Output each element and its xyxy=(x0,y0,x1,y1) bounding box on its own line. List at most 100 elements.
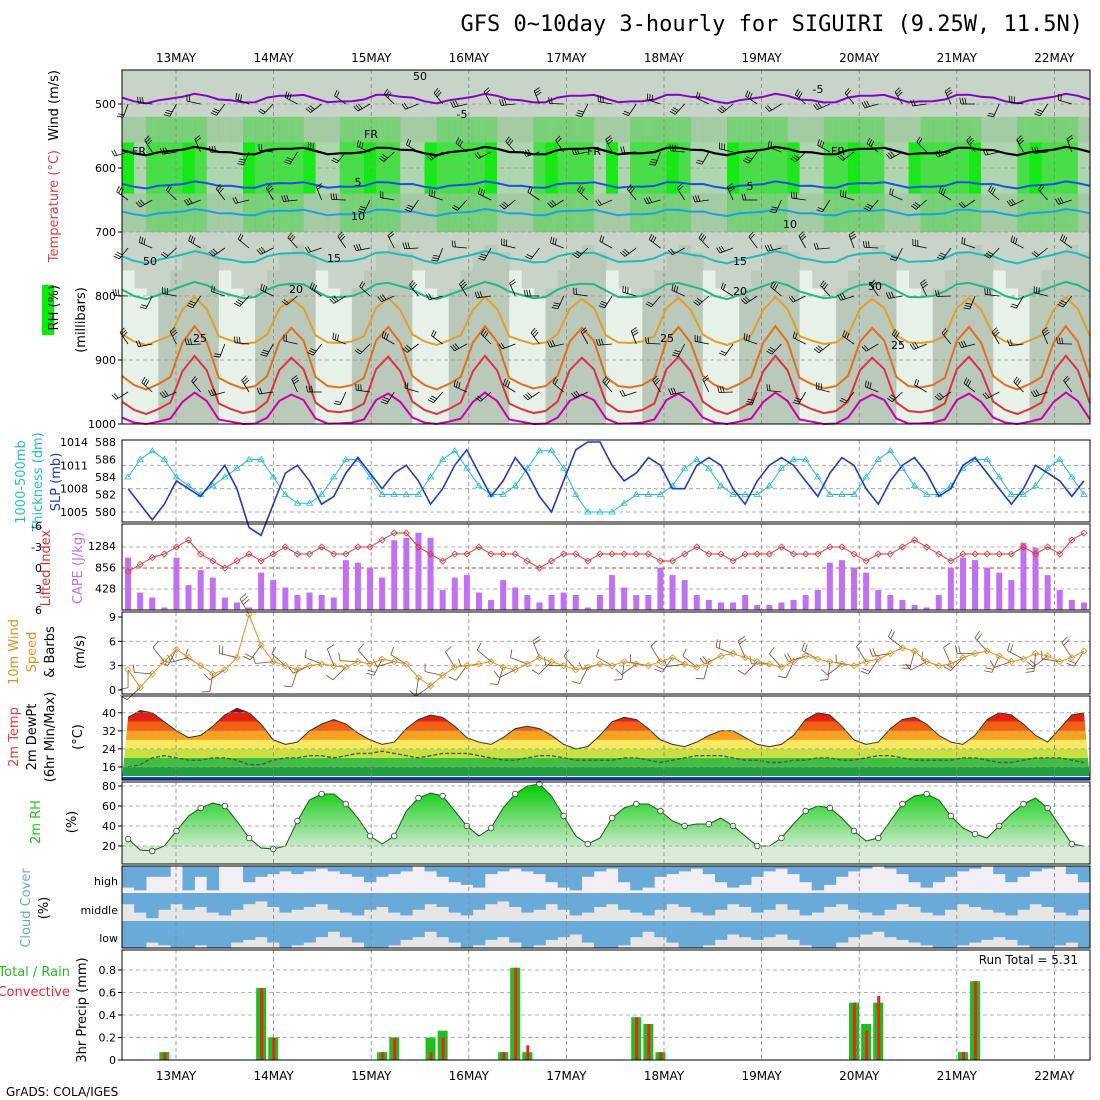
wind10-speed-point xyxy=(475,660,483,668)
wind-barb-flag xyxy=(459,279,465,285)
y-tick-label: 24 xyxy=(102,743,116,756)
wind-barb-flag xyxy=(287,232,292,238)
wind-barb-flag xyxy=(356,348,363,353)
wind-barb-flag xyxy=(886,397,893,403)
wind-barb-flag xyxy=(744,193,747,201)
wind10-speed-point xyxy=(1007,658,1015,666)
wind-barb-flag xyxy=(428,189,431,196)
precip-conv-bar xyxy=(635,1017,639,1060)
wind-barb-flag xyxy=(676,183,683,189)
cloud-bar xyxy=(460,866,474,885)
wind-barb-flag xyxy=(813,348,820,354)
thickness-point xyxy=(1080,490,1088,497)
wind-barb-flag xyxy=(132,664,135,673)
cloud-bar xyxy=(557,866,570,888)
wind-barb-flag xyxy=(403,102,409,109)
wind10-speed-point xyxy=(681,660,689,668)
wind-barb xyxy=(376,661,395,667)
lifted-index-point xyxy=(995,550,1003,558)
wind-barb-flag xyxy=(820,280,825,286)
wind-barb-flag xyxy=(483,87,490,93)
cloud-level-label: middle xyxy=(80,904,118,917)
lifted-index-point xyxy=(209,557,217,565)
wind-barb-flag xyxy=(628,186,634,192)
wind-barb-flag xyxy=(648,233,653,240)
wind-barb-flag xyxy=(1026,667,1035,670)
wind-barb-flag xyxy=(332,157,339,162)
wind-barb-flag xyxy=(850,235,857,240)
wind-barb-flag xyxy=(359,206,367,209)
wind10-speed-point xyxy=(414,674,423,682)
wind-barb-flag xyxy=(699,657,706,665)
cloud-bar xyxy=(642,893,655,916)
cloud-bar xyxy=(400,921,413,940)
profile-wind-label: Wind (m/s) xyxy=(47,70,62,141)
wind-barb-flag xyxy=(505,379,509,387)
wind-barb-flag xyxy=(700,234,705,241)
thickness-point xyxy=(632,490,640,497)
cloud-bar xyxy=(1077,866,1091,883)
cloud-bar xyxy=(291,893,304,910)
wind-barb-flag xyxy=(484,332,489,338)
wind-barb-flag xyxy=(531,669,540,675)
cape-bar xyxy=(463,575,470,610)
wind-barb-flag xyxy=(187,338,190,345)
wind-barb-flag xyxy=(219,187,224,194)
wind-barb-flag xyxy=(1064,236,1068,244)
wind-barb-flag xyxy=(742,160,749,164)
wind-barb-flag xyxy=(670,248,675,254)
cloud-bar xyxy=(194,893,207,907)
wind-barb-flag xyxy=(1006,200,1012,207)
lifted-index-point xyxy=(826,543,834,551)
wind-barb-flag xyxy=(453,380,456,387)
thickness-tick-label: 588 xyxy=(95,436,116,449)
cloud-bar xyxy=(485,893,498,905)
thickness-point xyxy=(1043,464,1052,471)
cloud-bar xyxy=(944,893,958,910)
cloud-bar xyxy=(581,921,595,943)
precip-conv-bar xyxy=(441,1037,445,1060)
thickness-point xyxy=(729,490,737,497)
wind-barb-flag xyxy=(650,161,657,164)
wind-barb-flag xyxy=(412,283,417,290)
lifted-index-point xyxy=(681,550,689,558)
rh-low xyxy=(267,270,280,424)
wind10-speed-point xyxy=(402,660,410,668)
wind10-speed-point xyxy=(269,658,277,666)
lifted-index-point xyxy=(596,550,604,558)
cloud-bar xyxy=(243,893,256,905)
rh-low xyxy=(666,252,680,424)
lifted-index-point xyxy=(814,550,822,558)
thickness-point xyxy=(656,490,665,497)
wind-barb-flag xyxy=(1061,636,1068,643)
cape-label: CAPE (J/kg) xyxy=(71,532,86,604)
thickness-point xyxy=(463,464,471,471)
cape-bar xyxy=(584,607,591,610)
wind-barb-flag xyxy=(605,380,611,386)
wind-barb-flag xyxy=(912,343,917,349)
lifted-index-point xyxy=(148,553,156,562)
wind-barb-flag xyxy=(863,207,870,212)
rh-low xyxy=(739,288,752,424)
wind-barb-flag xyxy=(599,235,603,242)
wind-barb-flag xyxy=(366,672,375,676)
y-tick-label: 20 xyxy=(102,840,116,853)
thickness-point xyxy=(874,455,882,462)
cloud-bar xyxy=(424,866,437,872)
rh-low xyxy=(424,288,438,424)
wind10-speed-point xyxy=(305,662,314,670)
wind-barb-flag xyxy=(862,240,865,248)
wind-barb-flag xyxy=(428,153,434,159)
wind-barb-flag xyxy=(172,331,178,337)
cloud-bar xyxy=(666,866,679,875)
lifted-index-point xyxy=(874,550,882,558)
cloud-bar xyxy=(557,921,570,938)
wind-barb-flag xyxy=(720,350,727,354)
thickness-point xyxy=(281,490,290,497)
temperature-contour xyxy=(121,250,1091,265)
lifted-index-point xyxy=(184,536,193,544)
wind-barb-flag xyxy=(1035,111,1042,115)
wind-barb-flag xyxy=(842,330,846,337)
cloud-bar xyxy=(569,921,583,935)
wind-barb-flag xyxy=(697,195,701,202)
